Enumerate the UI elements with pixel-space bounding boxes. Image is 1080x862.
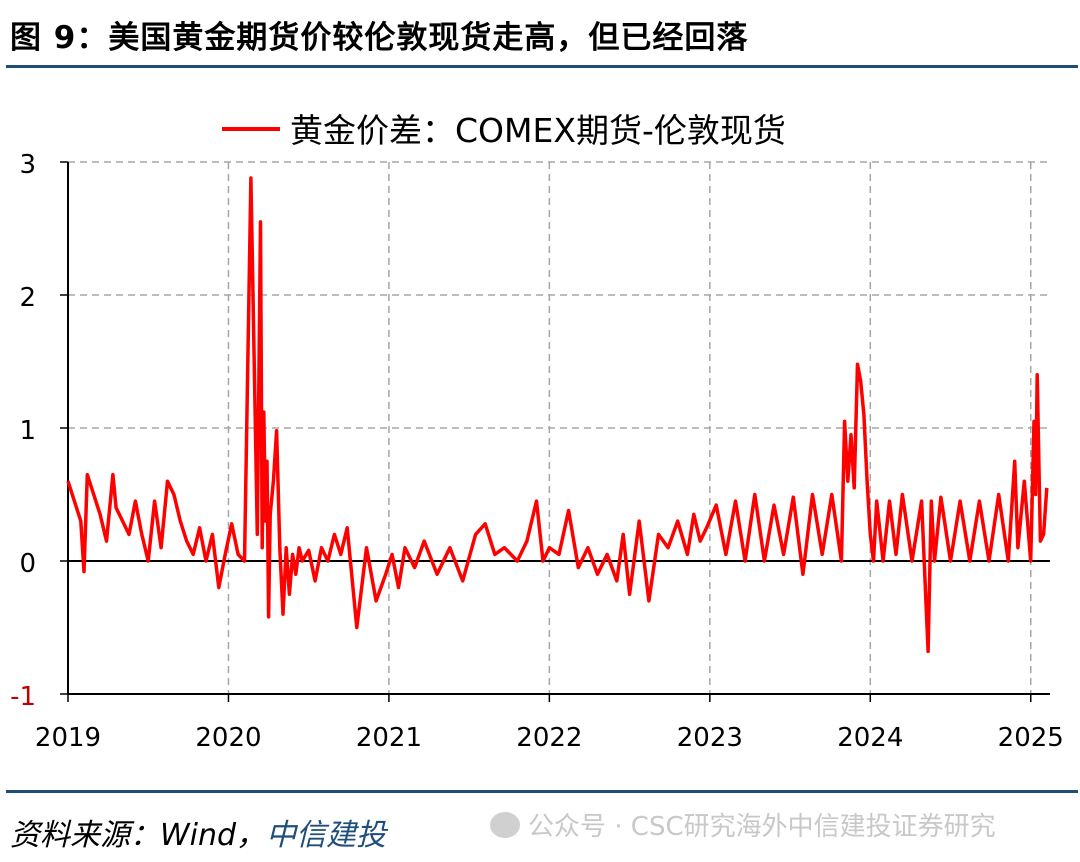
y-tick-label: 0 (19, 549, 36, 579)
watermark: 公众号 · CSC研究海外中信建投证券研究 (490, 806, 996, 843)
chart-legend: 黄金价差：COMEX期货-伦敦现货 (222, 111, 786, 150)
tick-labels: 3 2 1 0 -1 2019 2020 2021 2022 2023 2024 2025 (10, 150, 1064, 753)
y-tick-label: 2 (19, 283, 36, 313)
wechat-icon (490, 811, 520, 838)
title-bar: 图 9：美国黄金期货价较伦敦现货走高，但已经回落 (0, 0, 1080, 66)
x-tick-label: 2021 (356, 723, 422, 753)
source-note: 资料来源：Wind，中信建投 (10, 810, 386, 854)
x-tick-label: 2024 (837, 723, 903, 753)
gold-spread-line-chart: 黄金价差：COMEX期货-伦敦现货 3 2 1 0 -1 2019 2020 2021 2022… (10, 111, 1064, 753)
source-prefix: 资料来源：Wind， (10, 818, 267, 853)
y-tick-label: 3 (19, 150, 36, 180)
top-rule (6, 65, 1078, 68)
y-tick-label: -1 (10, 682, 36, 712)
x-tick-label: 2020 (195, 723, 261, 753)
x-tick-label: 2023 (677, 723, 743, 753)
figure-title: 图 9：美国黄金期货价较伦敦现货走高，但已经回落 (10, 20, 749, 56)
legend-label: 黄金价差：COMEX期货-伦敦现货 (290, 111, 786, 150)
x-tick-label: 2025 (998, 723, 1064, 753)
source-brand: 中信建投 (266, 818, 387, 853)
x-tick-label: 2022 (516, 723, 582, 753)
y-tick-label: 1 (19, 416, 36, 446)
x-tick-label: 2019 (35, 723, 101, 753)
bottom-rule (6, 790, 1078, 793)
grid-lines (68, 161, 1050, 694)
watermark-text: 公众号 · CSC研究海外中信建投证券研究 (528, 812, 996, 842)
axes (60, 161, 1050, 702)
series-line-gold-spread (66, 176, 1049, 654)
